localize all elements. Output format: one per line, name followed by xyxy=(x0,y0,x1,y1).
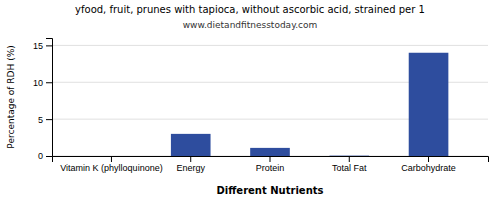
y-tick-label: 5 xyxy=(38,115,43,125)
x-tick: Energy xyxy=(176,156,205,173)
x-axis: Vitamin K (phylloquinone) Energy Protein To… xyxy=(53,156,489,173)
x-tick-label: Vitamin K (phylloquinone) xyxy=(60,163,162,173)
y-tick: 15 xyxy=(33,41,52,51)
x-tick-label: Energy xyxy=(176,163,205,173)
x-tick: Total Fat xyxy=(332,156,367,173)
x-tick: Carbohydrate xyxy=(401,156,456,173)
x-tick-mark xyxy=(428,156,429,162)
x-tick-label: Total Fat xyxy=(332,163,367,173)
y-axis: 0 5 10 15 xyxy=(33,39,53,162)
grid-line xyxy=(52,45,488,46)
y-tick-mark xyxy=(46,119,52,120)
grid xyxy=(52,45,488,156)
title: yfood, fruit, prunes with tapioca, witho… xyxy=(75,4,425,15)
y-tick-mark xyxy=(46,82,52,83)
x-axis-title: Different Nutrients xyxy=(217,185,324,196)
plot-area: Vitamin K (phylloquinone) Energy Protein To… xyxy=(33,39,489,174)
bar xyxy=(171,134,211,156)
x-tick: Vitamin K (phylloquinone) xyxy=(60,156,162,173)
x-tick-label: Protein xyxy=(256,163,285,173)
bar xyxy=(329,155,369,156)
y-tick-mark xyxy=(46,45,52,46)
bar xyxy=(409,53,449,156)
y-axis-line xyxy=(46,39,53,157)
x-tick: Protein xyxy=(256,156,285,173)
x-tick-mark xyxy=(190,156,191,162)
x-tick-mark xyxy=(270,156,271,162)
y-axis-title: Percentage of RDH (%) xyxy=(6,45,16,148)
x-axis-line xyxy=(53,157,489,163)
y-tick-label: 0 xyxy=(38,151,43,161)
bar xyxy=(250,148,290,156)
y-tick-label: 15 xyxy=(33,41,43,51)
y-tick: 10 xyxy=(33,78,52,88)
y-tick: 5 xyxy=(38,115,52,125)
bars xyxy=(171,53,448,156)
x-tick-mark xyxy=(349,156,350,162)
subtitle: www.dietandfitnesstoday.com xyxy=(183,20,318,30)
y-tick: 0 xyxy=(38,151,52,161)
bar xyxy=(92,156,132,157)
x-tick-label: Carbohydrate xyxy=(401,163,456,173)
chart: yfood, fruit, prunes with tapioca, witho… xyxy=(0,0,500,200)
x-tick-mark xyxy=(111,156,112,162)
y-tick-mark xyxy=(46,156,52,157)
y-tick-label: 10 xyxy=(33,78,43,88)
